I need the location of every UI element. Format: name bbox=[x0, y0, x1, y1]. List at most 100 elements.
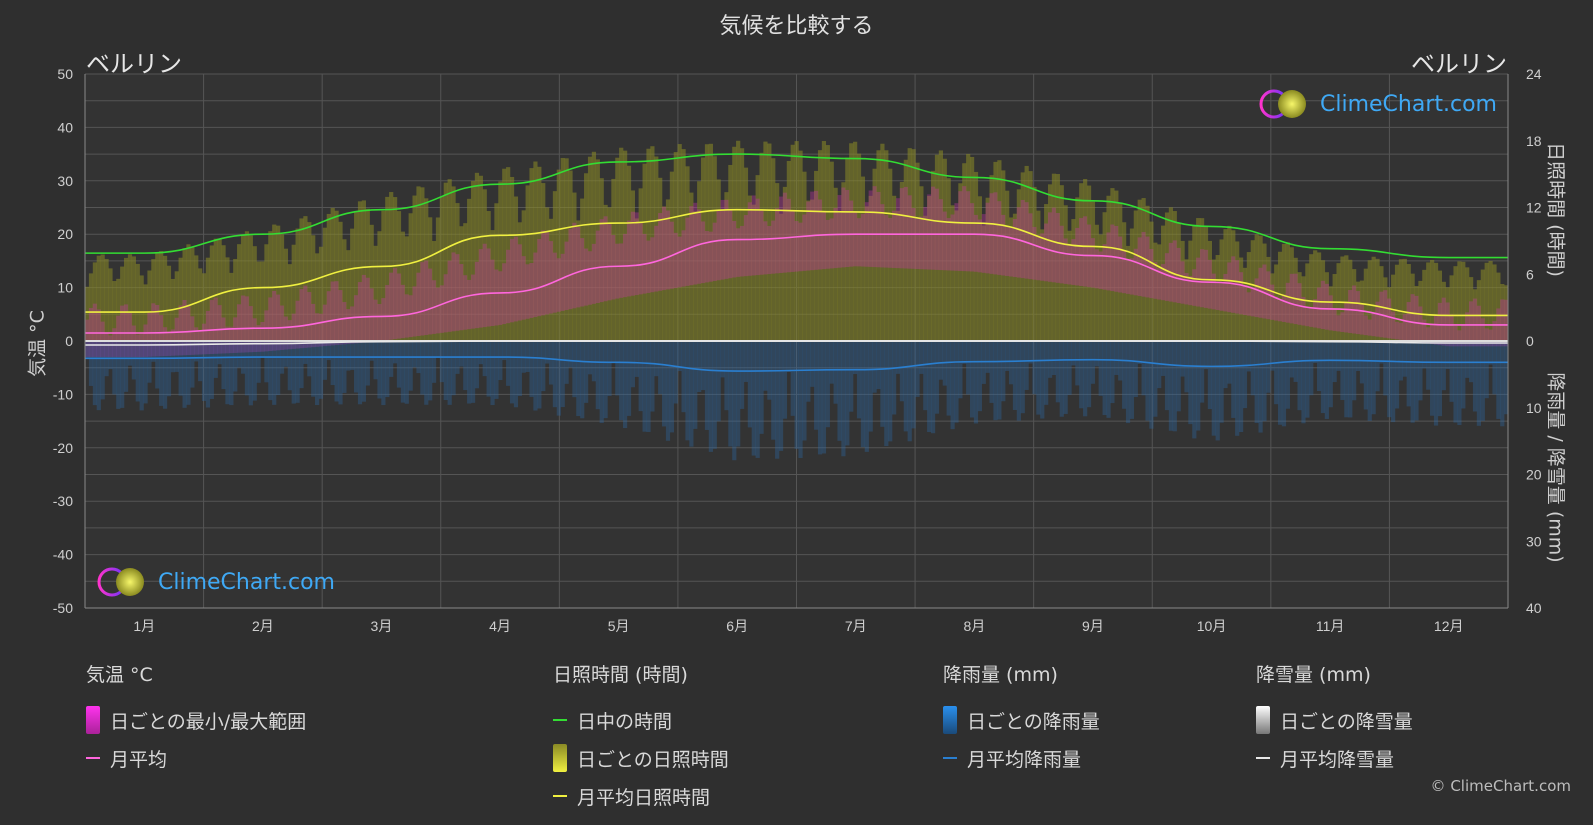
daily-temp-range-bar bbox=[802, 214, 807, 271]
daily-sunshine-bar bbox=[560, 157, 565, 341]
avg-sunshine-line bbox=[85, 208, 1508, 317]
daily-sunshine-bar bbox=[174, 271, 179, 341]
daily-temp-range-bar bbox=[1063, 238, 1068, 284]
daily-rain-bar bbox=[782, 341, 788, 419]
daily-rain-bar bbox=[685, 341, 690, 441]
daily-sunshine-bar bbox=[646, 148, 651, 341]
daily-sunshine-bar bbox=[467, 198, 472, 341]
daily-rain-bar bbox=[1402, 341, 1407, 377]
daily-rain-bar bbox=[400, 341, 405, 403]
daily-rain-bar bbox=[1094, 341, 1099, 367]
daily-sunshine-bar bbox=[814, 170, 819, 341]
daily-temp-range-bar bbox=[509, 238, 515, 323]
daily-temp-range-bar bbox=[541, 230, 546, 316]
daily-rain-bar bbox=[431, 341, 437, 383]
daily-rain-bar bbox=[704, 341, 710, 430]
daily-sunshine-bar bbox=[1118, 202, 1123, 341]
logo-bottom[interactable]: ClimeChart.com bbox=[96, 566, 335, 598]
daily-sunshine-bar bbox=[552, 191, 558, 341]
daily-temp-range-bar bbox=[599, 219, 604, 303]
daily-temp-range-bar bbox=[658, 213, 663, 291]
daily-rain-bar bbox=[1305, 341, 1310, 418]
month-tick-label: 2月 bbox=[252, 618, 274, 634]
daily-rain-bar bbox=[630, 341, 636, 388]
daily-rain-bar bbox=[315, 341, 320, 406]
daily-rain-bar bbox=[1379, 341, 1384, 364]
daily-temp-range-bar bbox=[482, 243, 487, 328]
daily-rain-bar bbox=[139, 341, 144, 411]
daily-temp-range-bar bbox=[1005, 225, 1010, 276]
daily-sunshine-bar bbox=[299, 218, 304, 341]
daily-temp-range-bar bbox=[1192, 269, 1197, 306]
daily-sunshine-bar bbox=[1090, 201, 1096, 341]
daily-temp-range-bar bbox=[1180, 261, 1185, 304]
daily-rain-bar bbox=[759, 341, 764, 434]
daily-sunshine-bar bbox=[825, 145, 830, 341]
daily-rain-bar bbox=[1211, 341, 1216, 436]
daily-rain-bar bbox=[541, 341, 546, 392]
daily-rain-bar bbox=[291, 341, 296, 404]
daily-rain-bar bbox=[907, 341, 912, 442]
daily-sunshine-bar bbox=[1254, 234, 1259, 341]
daily-sunshine-bar bbox=[1012, 213, 1018, 341]
daily-rain-bar bbox=[587, 341, 593, 375]
daily-temp-range-bar bbox=[240, 295, 246, 353]
daily-temp-range-bar bbox=[272, 290, 277, 351]
daily-rain-bar bbox=[299, 341, 304, 389]
daily-sunshine-bar bbox=[700, 157, 706, 341]
daily-rain-bar bbox=[303, 341, 308, 364]
daily-temp-range-bar bbox=[1047, 212, 1053, 282]
daily-sunshine-bar bbox=[1371, 256, 1376, 341]
daily-temp-range-bar bbox=[1383, 290, 1388, 338]
daily-sunshine-bar bbox=[845, 157, 850, 341]
daily-temp-range-bar bbox=[342, 302, 347, 345]
daily-temp-range-bar bbox=[248, 306, 253, 353]
daily-sunshine-bar bbox=[962, 163, 967, 341]
daily-sunshine-bar bbox=[806, 200, 811, 341]
daily-sunshine-bar bbox=[1398, 259, 1404, 341]
daily-temp-range-bar bbox=[256, 325, 261, 352]
daily-sunshine-bar bbox=[1441, 281, 1446, 341]
daily-sunshine-bar bbox=[155, 252, 160, 341]
daily-rain-bar bbox=[1110, 341, 1115, 404]
daily-rain-bar bbox=[1153, 341, 1158, 417]
daily-rain-bar bbox=[369, 341, 374, 361]
daily-rain-bar bbox=[580, 341, 585, 419]
daily-rain-bar bbox=[1285, 341, 1290, 409]
daily-sunshine-bar bbox=[1032, 186, 1037, 341]
daily-sunshine-bar bbox=[279, 234, 285, 341]
daily-sunshine-bar bbox=[1426, 262, 1431, 341]
daily-rain-bar bbox=[642, 341, 647, 432]
logo-top[interactable]: ClimeChart.com bbox=[1258, 88, 1497, 120]
daily-sunshine-bar bbox=[482, 189, 487, 341]
daily-rain-bar bbox=[599, 341, 604, 423]
daily-sunshine-bar bbox=[545, 207, 550, 341]
daily-rain-bar bbox=[1020, 341, 1025, 414]
daily-rain-bar bbox=[155, 341, 160, 389]
daily-temp-range-bar bbox=[478, 249, 483, 328]
daily-temp-range-bar bbox=[942, 211, 947, 271]
daily-rain-bar bbox=[899, 341, 905, 402]
daily-sunshine-bar bbox=[1453, 266, 1458, 341]
daily-rain-bar bbox=[1266, 341, 1271, 393]
daily-sunshine-bar bbox=[431, 241, 437, 341]
daily-rain-bar bbox=[217, 341, 222, 365]
daily-sunshine-bar bbox=[1235, 241, 1240, 341]
daily-rain-bar bbox=[938, 341, 943, 380]
daily-sunshine-bar bbox=[642, 163, 647, 341]
left-tick-label: -50 bbox=[53, 600, 73, 616]
daily-rain-bar bbox=[365, 341, 370, 386]
daily-rain-bar bbox=[213, 341, 218, 378]
daily-temp-range-bar bbox=[186, 304, 191, 356]
daily-temp-range-bar bbox=[685, 217, 690, 286]
daily-rain-bar bbox=[135, 341, 140, 402]
daily-sunshine-bar bbox=[1250, 240, 1255, 341]
daily-temp-range-bar bbox=[178, 305, 183, 356]
daily-rain-bar bbox=[552, 341, 558, 408]
daily-rain-bar bbox=[392, 341, 398, 364]
daily-temp-range-bar bbox=[989, 193, 994, 274]
daily-rain-bar bbox=[260, 341, 265, 358]
daily-temp-range-bar bbox=[1274, 296, 1279, 321]
daily-rain-bar bbox=[474, 341, 480, 389]
daily-sunshine-bar bbox=[853, 141, 858, 341]
